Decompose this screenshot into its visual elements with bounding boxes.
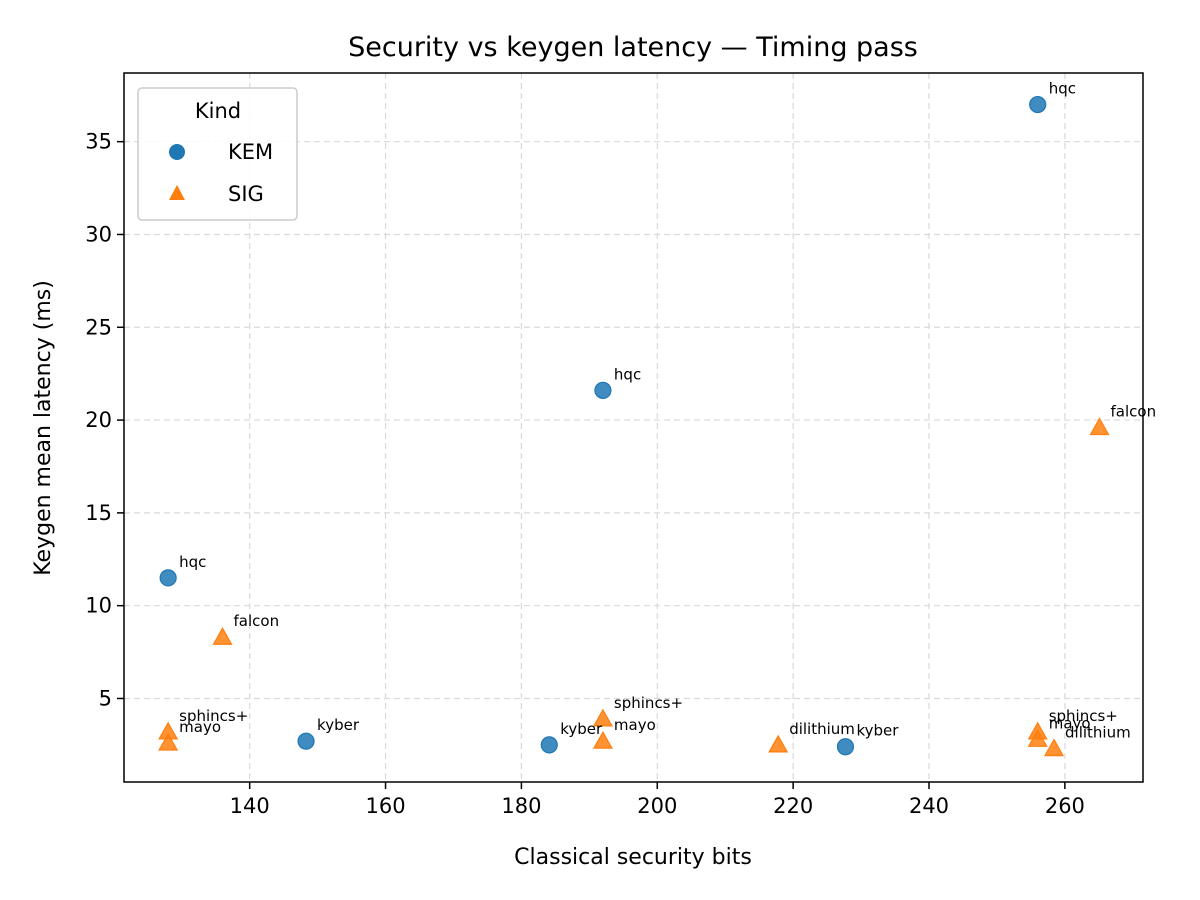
point-label: sphincs+ [1049, 707, 1118, 725]
y-axis-ticks: 5 10 15 20 25 30 35 [85, 130, 124, 710]
x-axis-ticks: 140 160 180 200 220 240 260 [230, 782, 1085, 818]
x-tick-label: 160 [365, 794, 405, 818]
y-tick-label: 30 [85, 222, 112, 246]
point-kem-hqc [159, 569, 177, 587]
y-tick-label: 20 [85, 408, 112, 432]
point-kem-kyber [836, 738, 855, 756]
x-axis-label: Classical security bits [514, 845, 752, 870]
point-label: falcon [1111, 403, 1157, 421]
point-label: sphincs+ [179, 707, 248, 725]
point-sig-mayo [1027, 729, 1048, 747]
point-sig-dilithium [1043, 738, 1065, 757]
chart-title: Security vs keygen latency — Timing pass [348, 32, 918, 63]
point-label: mayo [179, 718, 221, 736]
x-tick-label: 140 [230, 794, 270, 818]
grid-lines [124, 73, 1143, 782]
y-tick-label: 25 [85, 315, 112, 339]
point-sig-falcon [212, 627, 233, 645]
x-tick-label: 200 [637, 794, 677, 818]
point-label: hqc [179, 553, 206, 571]
legend-kem-label: KEM [228, 140, 273, 164]
plot-area-frame [123, 72, 1144, 783]
point-sig-falcon [1089, 417, 1110, 436]
point-kem-hqc [594, 381, 612, 399]
point-sig-sphincs [592, 708, 613, 727]
legend-kem-marker [169, 144, 185, 160]
point-label: kyber [856, 722, 899, 740]
data-points [158, 95, 1110, 757]
point-label: dilithium [789, 720, 855, 738]
x-tick-label: 220 [773, 794, 813, 818]
y-tick-label: 5 [99, 686, 112, 710]
x-tick-label: 240 [909, 794, 949, 818]
x-tick-label: 260 [1045, 794, 1085, 818]
point-sig-mayo [158, 732, 179, 751]
point-kem-kyber [540, 736, 558, 754]
point-label: falcon [234, 612, 280, 630]
legend-sig-label: SIG [228, 182, 264, 206]
point-label: mayo [1049, 714, 1091, 732]
legend: Kind KEM SIG [137, 87, 298, 221]
y-tick-label: 35 [85, 130, 112, 154]
point-label: hqc [614, 365, 641, 383]
point-label: hqc [1049, 80, 1076, 98]
point-kem-hqc [1029, 95, 1047, 114]
point-sig-dilithium [768, 734, 789, 753]
point-label: kyber [560, 720, 603, 738]
point-sig-mayo [592, 730, 613, 749]
y-tick-label: 15 [85, 501, 112, 525]
legend-sig-marker [169, 185, 185, 200]
y-tick-label: 10 [85, 594, 112, 618]
point-label: mayo [614, 716, 656, 734]
point-label: sphincs+ [614, 694, 683, 712]
point-label: dilithium [1065, 724, 1131, 742]
point-label: kyber [317, 716, 360, 734]
x-tick-label: 180 [501, 794, 541, 818]
point-kem-kyber [297, 732, 315, 750]
y-axis-label: Keygen mean latency (ms) [31, 280, 56, 576]
legend-title: Kind [195, 99, 241, 123]
